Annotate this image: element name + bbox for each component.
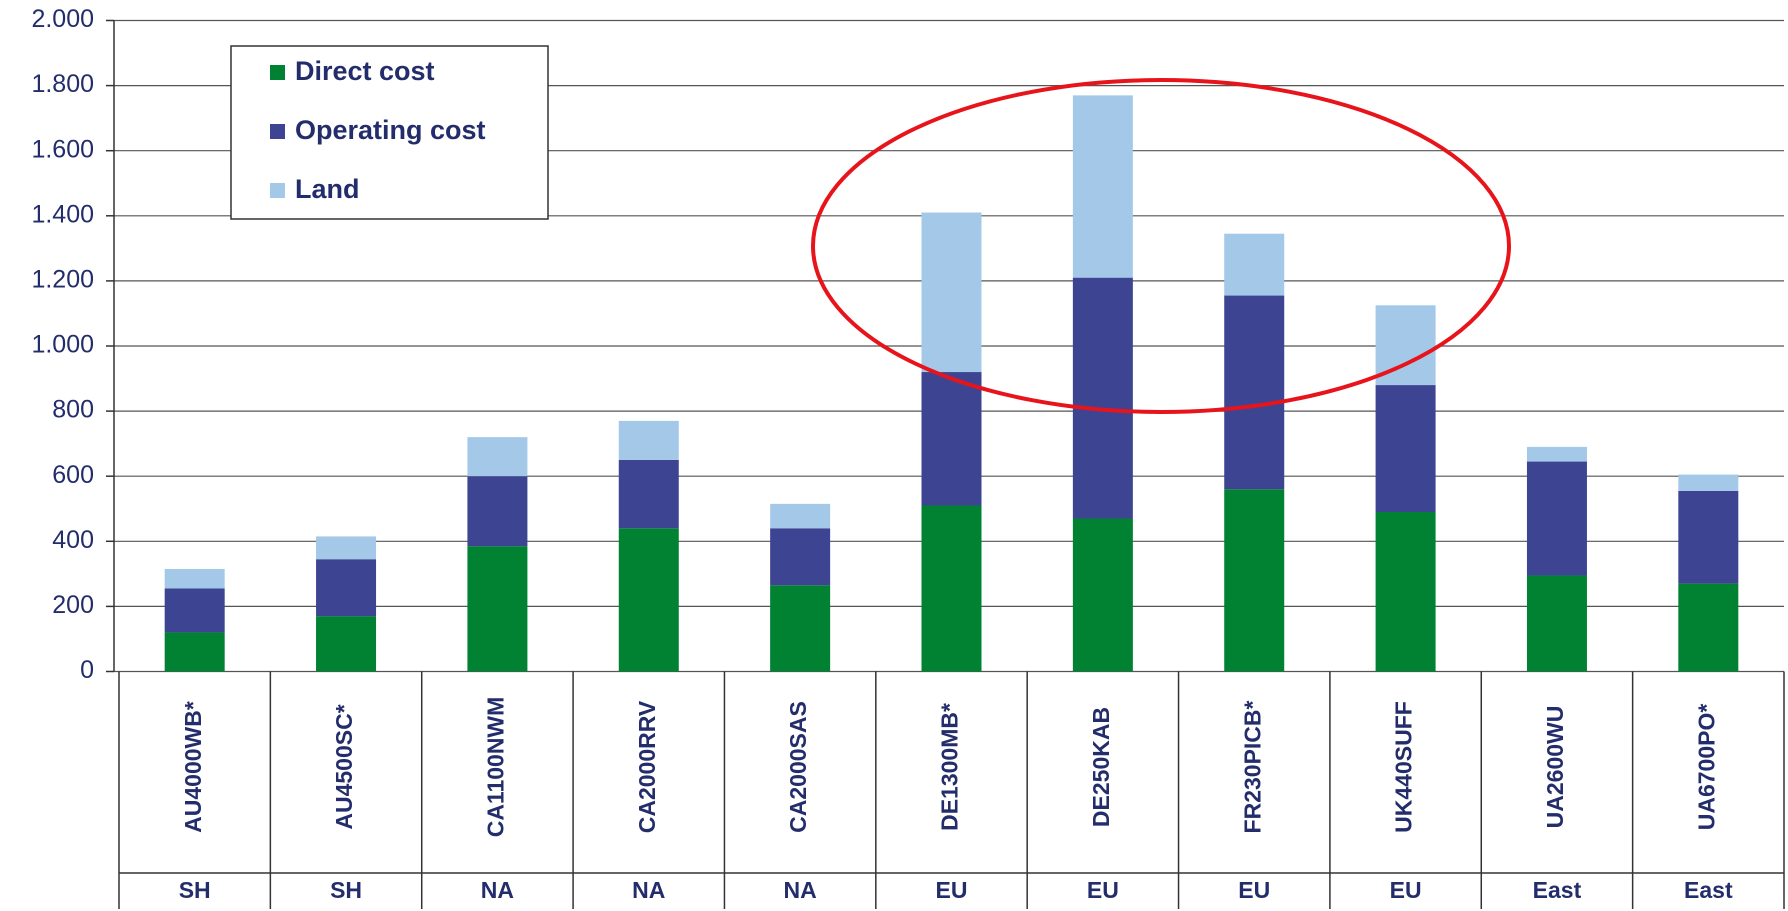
group-label: EU (1087, 877, 1119, 903)
bar-segment (1072, 518, 1133, 672)
bar-segment (164, 588, 225, 633)
y-tick-label: 200 (52, 591, 94, 619)
group-label: EU (1238, 877, 1270, 903)
bar-segment (618, 420, 679, 460)
x-tick-label: CA2000RRV (634, 700, 660, 833)
x-tick-label: FR230PICB* (1239, 700, 1265, 833)
x-tick-label: AU4500SC* (331, 704, 357, 829)
legend-label: Operating cost (295, 115, 486, 145)
y-tick-label: 600 (52, 461, 94, 489)
bar-segment (467, 476, 528, 547)
y-tick-label: 1.800 (31, 70, 94, 98)
bar-segment (316, 536, 377, 560)
legend-swatch (270, 65, 285, 80)
group-label: EU (936, 877, 968, 903)
legend-swatch (270, 183, 285, 198)
group-label: East (1533, 877, 1582, 903)
legend: Direct cost Operating cost Land (270, 56, 486, 204)
group-label: NA (784, 877, 817, 903)
bar-segment (618, 528, 679, 672)
y-tick-label: 1.000 (31, 331, 94, 359)
group-label: SH (330, 877, 362, 903)
x-tick-label: UA6700PO* (1693, 704, 1719, 831)
bar-segment (1678, 490, 1739, 584)
bar-segment (1224, 295, 1285, 490)
highlight-ellipse (811, 78, 1511, 414)
y-tick-label: 1.200 (31, 266, 94, 294)
bar-segment (1224, 233, 1285, 296)
y-tick-label: 2.000 (31, 5, 94, 33)
x-tick-label: DE250KAB (1088, 707, 1114, 827)
y-tick-label: 1.600 (31, 135, 94, 163)
bar-segment (770, 503, 831, 529)
bar-segment (1678, 474, 1739, 491)
plot-area: 0 200 400 600 800 1.000 1.200 1.400 1.600 1.800 2.… (31, 5, 1785, 909)
x-tick-label: DE1300MB* (937, 703, 963, 831)
group-label: East (1684, 877, 1733, 903)
legend-swatch (270, 124, 285, 139)
bar-segment (770, 585, 831, 672)
x-tick-label: UA2600WU (1542, 706, 1568, 829)
bar-segment (618, 459, 679, 529)
group-label: NA (632, 877, 665, 903)
y-tick-label: 400 (52, 526, 94, 554)
bar-segment (1072, 95, 1133, 278)
group-label: EU (1390, 877, 1422, 903)
bar-segment (1526, 446, 1587, 462)
bar-segment (164, 632, 225, 672)
bar-segment (1072, 277, 1133, 519)
y-tick-label: 0 (80, 656, 94, 684)
legend-label: Direct cost (295, 56, 435, 86)
y-tick-label: 800 (52, 396, 94, 424)
group-label: SH (179, 877, 211, 903)
bar-segment (921, 505, 982, 672)
x-tick-label: UK440SUFF (1391, 701, 1417, 833)
x-tick-label: CA2000SAS (785, 701, 811, 833)
group-label: NA (481, 877, 514, 903)
y-tick-label: 1.400 (31, 200, 94, 228)
bar-segment (921, 212, 982, 373)
x-tick-label: AU4000WB* (180, 701, 206, 833)
bar-segment (316, 616, 377, 672)
bar-segment (1526, 461, 1587, 576)
bar-segment (1224, 489, 1285, 672)
bar-segment (1526, 575, 1587, 672)
bar-segment (921, 372, 982, 506)
bar-segment (1678, 583, 1739, 672)
legend-label: Land (295, 174, 360, 204)
bar-segment (770, 528, 831, 586)
bar-segment (316, 559, 377, 617)
bar-segment (467, 546, 528, 672)
bar-segment (467, 437, 528, 477)
x-tick-label: CA1100NWM (482, 697, 508, 838)
bar-segment (1375, 512, 1436, 672)
bar-segment (1375, 385, 1436, 513)
bar-segment (164, 568, 225, 589)
